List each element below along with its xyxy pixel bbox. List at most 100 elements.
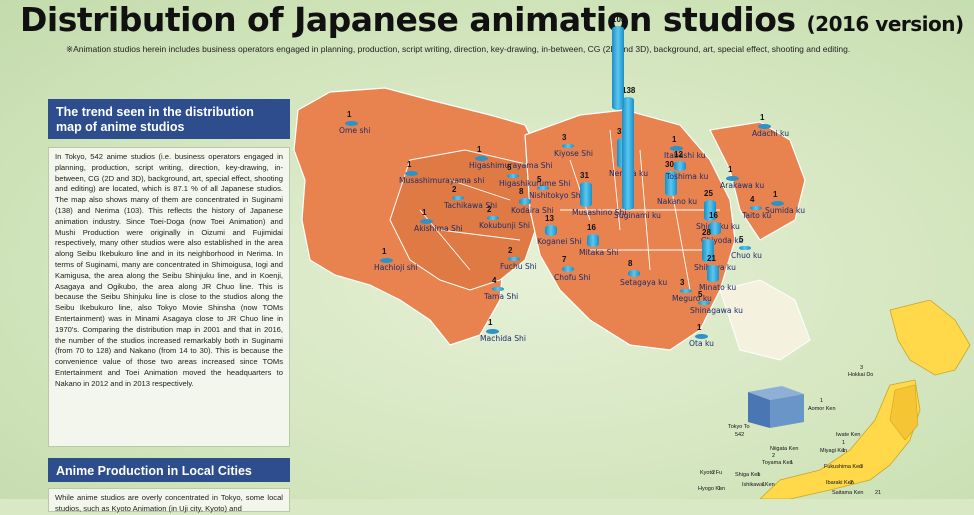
studio-bar xyxy=(345,121,358,126)
studio-count: 1 xyxy=(672,135,677,144)
studio-count: 5 xyxy=(537,175,542,184)
studio-count: 30 xyxy=(665,160,674,169)
studio-bar xyxy=(758,124,771,129)
studio-count: 8 xyxy=(519,187,524,196)
local-cities-heading: Anime Production in Local Cities xyxy=(48,458,290,482)
studio-bar xyxy=(739,246,751,250)
tokyo-east-region xyxy=(709,121,806,241)
studio-area-label: Arakawa ku xyxy=(720,181,765,190)
studio-bar xyxy=(380,258,393,263)
hokkaido-shape xyxy=(889,300,971,376)
studio-area-label: Fuchu Shi xyxy=(500,262,537,271)
local-cities-body: While anime studios are overly concentra… xyxy=(48,488,290,513)
studio-bar xyxy=(475,156,488,161)
studio-count: 5 xyxy=(507,163,512,172)
prefecture-label: Kyoto Fu xyxy=(700,470,723,476)
studio-bar xyxy=(507,174,519,178)
studio-area-label: Musashimurayama shi xyxy=(399,176,485,185)
studio-bar xyxy=(405,171,418,176)
building-icon xyxy=(748,386,804,428)
studio-count: 28 xyxy=(702,228,711,237)
studio-count: 2 xyxy=(487,205,492,214)
studio-count: 16 xyxy=(587,223,596,232)
prefecture-label: Ibaraki Ken xyxy=(826,480,854,486)
studio-area-label: Minato ku xyxy=(699,283,737,292)
studio-bar xyxy=(771,201,784,206)
studio-bar xyxy=(486,329,499,334)
studio-bar xyxy=(709,222,721,235)
studio-bar xyxy=(680,289,692,293)
studio-bar xyxy=(726,176,739,181)
prefecture-label: 1 xyxy=(718,486,722,492)
studio-bar xyxy=(698,301,710,305)
prefecture-label: 1 xyxy=(842,440,846,446)
studio-area-label: Chiyoda ku xyxy=(701,236,744,245)
studio-area-label: Koganei Shi xyxy=(537,237,582,246)
studio-count: 31 xyxy=(580,171,589,180)
studio-count: 4 xyxy=(750,195,755,204)
trend-panel-body: In Tokyo, 542 anime studios (i.e. busine… xyxy=(48,147,290,447)
studio-bar xyxy=(545,225,557,236)
studio-count: 4 xyxy=(492,276,497,285)
prefecture-label: Hokkai Do xyxy=(848,372,874,378)
prefecture-label: 1 xyxy=(762,482,766,488)
tokyo-west-cities xyxy=(389,149,543,291)
studio-count: 1 xyxy=(728,165,733,174)
studio-bar xyxy=(707,265,719,282)
studio-count: 37 xyxy=(617,127,626,136)
studio-count: 8 xyxy=(628,259,633,268)
studio-bar xyxy=(562,144,574,148)
studio-area-label: Suginami ku xyxy=(614,211,661,220)
studio-area-label: Toshima ku xyxy=(666,172,709,181)
studio-bar xyxy=(580,182,592,207)
studio-bar xyxy=(537,186,549,190)
studio-bar xyxy=(519,198,531,205)
studio-area-label: Akishima Shi xyxy=(414,224,463,233)
prefecture-label: 1 xyxy=(820,398,824,404)
prefecture-label: 1 xyxy=(790,460,794,466)
prefecture-label: 2 xyxy=(850,480,854,486)
prefecture-label: Aomor Ken xyxy=(808,406,836,412)
studio-area-label: Taito ku xyxy=(742,211,772,220)
studio-bar xyxy=(420,219,433,224)
studio-bar xyxy=(628,270,640,277)
studio-bar xyxy=(587,234,599,247)
studio-area-label: Musashino Shi xyxy=(572,208,627,217)
studio-area-label: Mitaka Shi xyxy=(579,248,619,257)
studio-count: 1 xyxy=(347,110,352,119)
tohoku-shape xyxy=(889,384,919,441)
prefecture-label: 542 xyxy=(735,432,745,438)
prefecture-label: Niigata Ken xyxy=(770,446,799,452)
studio-count: 103 xyxy=(612,15,626,24)
prefecture-label: 3 xyxy=(860,464,864,470)
studio-bar xyxy=(665,171,677,196)
studio-area-label: Sumida ku xyxy=(765,206,806,215)
studio-area-label: Kiyose Shi xyxy=(554,149,594,158)
studio-bar xyxy=(750,206,762,210)
studio-area-label: Tama Shi xyxy=(484,292,519,301)
trend-panel-text: In Tokyo, 542 anime studios (i.e. busine… xyxy=(55,152,283,388)
prefecture-label: Hyogo Ken xyxy=(698,486,726,492)
studio-area-label: Adachi ku xyxy=(752,129,790,138)
footnote: ※Animation studios herein includes busin… xyxy=(66,44,851,54)
studio-area-label: Kodaira Shi xyxy=(511,206,554,215)
prefecture-label: Fukushima Ken xyxy=(824,464,863,470)
studio-count: 13 xyxy=(545,214,554,223)
prefecture-label: Toyama Ken xyxy=(762,460,793,466)
studio-bar xyxy=(612,26,624,110)
studio-bar xyxy=(704,200,716,221)
studio-count: 1 xyxy=(422,208,427,217)
studio-area-label: Chuo ku xyxy=(731,251,762,260)
studio-area-label: Tachikawa Shi xyxy=(444,201,498,210)
local-cities-panel: Anime Production in Local Cities While a… xyxy=(48,458,290,513)
prefecture-label: 2 xyxy=(712,470,716,476)
studio-bar xyxy=(508,257,520,261)
studio-count: 1 xyxy=(773,190,778,199)
studio-bar xyxy=(622,97,634,210)
studio-area-label: Chofu Shi xyxy=(554,273,591,282)
studio-count: 2 xyxy=(452,185,457,194)
studio-count: 16 xyxy=(709,211,718,220)
prefecture-label: 1 xyxy=(842,448,846,454)
prefecture-label: 1 xyxy=(757,472,761,478)
studio-count: 138 xyxy=(622,86,636,95)
